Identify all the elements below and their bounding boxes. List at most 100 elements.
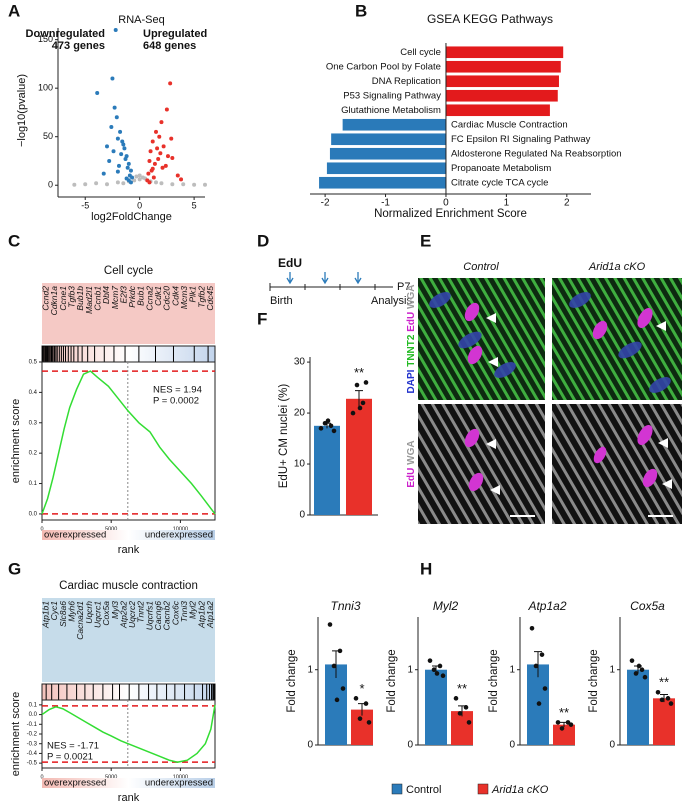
x-tick-label: -5 (81, 200, 89, 210)
gene-label: Tnnt2 (136, 601, 146, 623)
point (122, 146, 127, 151)
bar (346, 398, 372, 515)
timeline-marker: EdU (278, 256, 302, 270)
x-tick-label: 5 (192, 200, 197, 210)
point (115, 136, 120, 141)
point (159, 181, 164, 186)
point (130, 175, 135, 180)
bar (553, 724, 575, 745)
gene-label: Cdkn1a (49, 286, 59, 316)
band-label: underexpressed (145, 530, 213, 541)
point (121, 181, 126, 186)
point (165, 154, 170, 159)
gene-label: Tgfb2 (196, 286, 206, 308)
bar (425, 669, 447, 745)
timeline-end: P7 (397, 281, 410, 293)
point (148, 149, 153, 154)
point (94, 181, 99, 186)
point (203, 182, 207, 187)
point (83, 182, 88, 187)
y-axis-label: EdU+ CM nuclei (%) (278, 384, 290, 489)
edu-arrow (321, 272, 329, 285)
gene-label: Cyc1 (49, 601, 59, 621)
y-tick-label: 0 (307, 740, 313, 751)
significance: * (359, 681, 364, 696)
y-tick-label: 0 (609, 740, 615, 751)
band-under (128, 778, 215, 788)
bar (329, 147, 446, 160)
point (101, 171, 106, 176)
chart-title: Cell cycle (104, 265, 153, 277)
gene-label: Slc8a6 (58, 601, 68, 627)
point (529, 625, 535, 631)
point (160, 165, 165, 170)
point (568, 722, 574, 727)
point (119, 152, 124, 157)
image-row-label: EdU WGA (406, 440, 417, 487)
point (168, 81, 173, 86)
legend-swatch (477, 783, 489, 795)
category-label: Aldosterone Regulated Na Reabsorption (451, 148, 622, 159)
point (114, 115, 119, 120)
y-tick-label: 0.1 (29, 702, 38, 708)
barcode (41, 683, 216, 701)
point (360, 400, 366, 406)
panel-label: H (420, 559, 432, 578)
point (95, 91, 100, 96)
stain-label: TNNT2 (406, 334, 417, 367)
annotation: P = 0.0021 (47, 752, 93, 763)
image-row-label: DAPI TNNT2 EdU WGA (406, 285, 417, 394)
point (536, 701, 542, 706)
band-label: overexpressed (44, 530, 106, 541)
band-over (42, 530, 129, 540)
gene-label: Mcm7 (110, 286, 120, 309)
point (325, 418, 331, 424)
point (154, 180, 158, 185)
bar (445, 89, 558, 102)
panel-label: G (8, 559, 21, 578)
point (147, 158, 152, 163)
gene-label: Bub1b (75, 286, 85, 311)
bar (326, 162, 446, 175)
gene-label: Dbf4 (101, 286, 111, 304)
band-label: overexpressed (44, 778, 106, 789)
point (440, 673, 446, 679)
y-tick-label: 0 (509, 740, 515, 751)
micrographs (418, 278, 682, 524)
bar (351, 709, 373, 745)
legend-label: Arid1a cKO (491, 784, 549, 796)
point (642, 674, 648, 680)
y-tick-label: 1 (609, 664, 615, 675)
category-label: Cardiac Muscle Contraction (451, 119, 568, 130)
y-tick-label: 30 (294, 357, 306, 368)
point (161, 144, 166, 149)
bar (653, 698, 675, 745)
y-axis-label: Fold change (386, 649, 398, 712)
point (111, 149, 116, 154)
x-tick-label: 5000 (105, 526, 117, 532)
y-tick-label: -0.5 (27, 761, 38, 767)
point (457, 711, 463, 716)
annotation: P = 0.0002 (153, 396, 199, 407)
point (559, 726, 565, 731)
band-label: underexpressed (145, 778, 213, 789)
gene-label: Mad2l1 (84, 286, 94, 314)
gene-label: Cdk1 (153, 286, 163, 306)
stain-label: WGA (406, 285, 417, 309)
panel-label: F (257, 309, 267, 328)
point (126, 161, 131, 166)
point (453, 696, 459, 701)
x-tick-label: 2 (564, 198, 570, 209)
x-tick-label: -1 (381, 198, 390, 209)
significance: ** (559, 705, 569, 720)
timeline-start: Birth (270, 295, 293, 307)
y-tick-label: 0.1 (29, 481, 38, 487)
gene-label: Cacnb2 (162, 601, 172, 631)
chart-title: GSEA KEGG Pathways (427, 12, 553, 26)
gene-box (42, 598, 215, 682)
point (159, 120, 164, 125)
gene-label: Ccnd2 (41, 286, 51, 311)
y-tick-label: 0.3 (29, 420, 38, 426)
y-tick-label: 0 (48, 180, 53, 190)
x-tick-label: 1 (504, 198, 510, 209)
